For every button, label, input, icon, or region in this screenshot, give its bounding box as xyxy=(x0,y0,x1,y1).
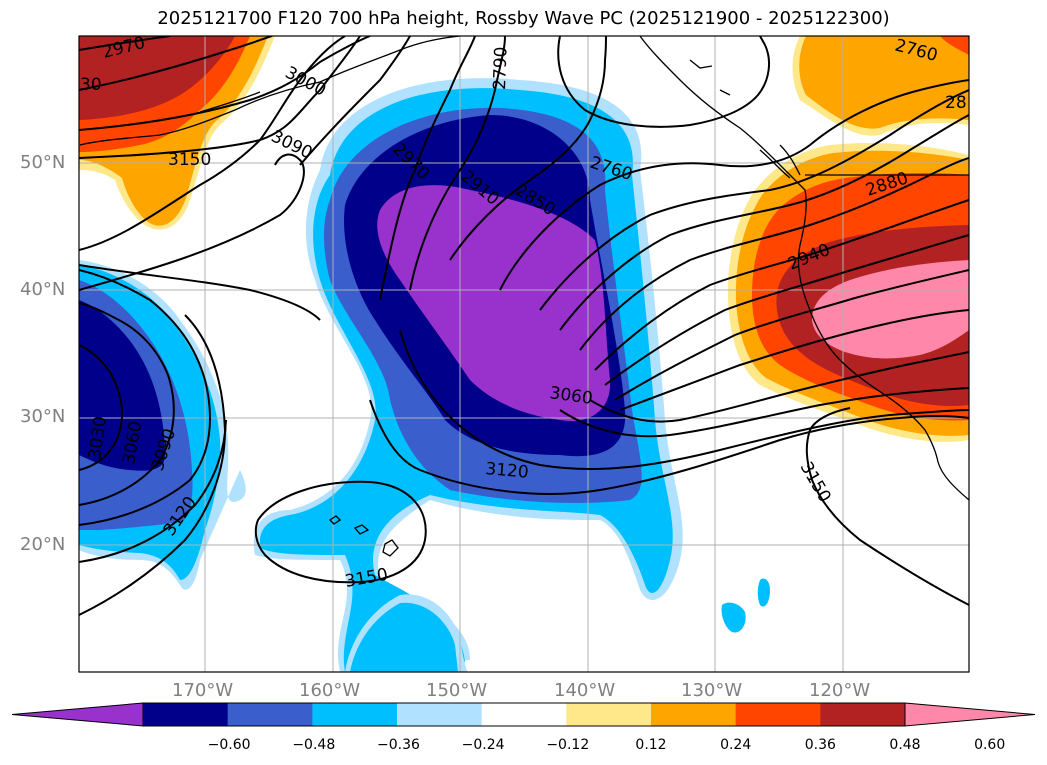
colorbar-tick-label: 0.60 xyxy=(974,737,1006,753)
lon-label-140w: 140°W xyxy=(554,680,616,701)
neg-anomaly-024-south xyxy=(350,602,458,672)
c3150a: 3150 xyxy=(168,150,211,170)
colorbar-block xyxy=(143,703,229,726)
colorbar-tick-label: −0.12 xyxy=(546,737,590,753)
colorbar-tick-label: −0.24 xyxy=(461,737,505,753)
lat-label-40n: 40°N xyxy=(20,279,66,300)
colorbar-tick-label: 0.12 xyxy=(635,737,667,753)
lon-label-150w: 150°W xyxy=(426,680,488,701)
colorbar-tick-label: 0.24 xyxy=(720,737,752,753)
colorbar-tick-label: 0.36 xyxy=(804,737,836,753)
lon-label-170w: 170°W xyxy=(172,680,234,701)
lon-label-130w: 130°W xyxy=(681,680,743,701)
c3120a: 3120 xyxy=(485,459,530,483)
coastlines xyxy=(79,36,969,557)
colorbar-tick-label: −0.60 xyxy=(207,737,251,753)
lon-label-160w: 160°W xyxy=(299,680,361,701)
colorbar-block xyxy=(312,703,398,726)
height-contours xyxy=(79,36,969,616)
neg-anomaly-024-spot2 xyxy=(757,578,770,607)
colorbar-extend-low xyxy=(11,702,144,727)
neg-anomaly-060 xyxy=(377,185,611,421)
pos-anomaly-024b-ne xyxy=(799,36,969,129)
map-title: 2025121700 F120 700 hPa height, Rossby W… xyxy=(157,8,890,29)
pos-anomaly-036-ne xyxy=(940,36,969,55)
lat-label-50n: 50°N xyxy=(20,152,66,173)
neg-anomaly-048-west xyxy=(79,300,165,471)
colorbar-extend-high xyxy=(904,702,1036,727)
colorbar-block xyxy=(397,703,483,726)
map-frame xyxy=(78,35,970,673)
neg-anomaly-024-spot1 xyxy=(721,602,746,633)
pos-anomaly-060-east xyxy=(812,260,969,359)
lat-label-20n: 20°N xyxy=(20,534,66,555)
lat-label-30n: 30°N xyxy=(20,406,66,427)
colorbar-block xyxy=(227,703,313,726)
colorbar-block xyxy=(820,703,906,726)
colorbar-block xyxy=(566,703,652,726)
colorbar-block xyxy=(651,703,737,726)
anomaly-shading xyxy=(79,36,969,672)
colorbar-tick-label: −0.48 xyxy=(292,737,336,753)
c3030a: 30 xyxy=(80,75,102,95)
c28: 28 xyxy=(945,93,967,113)
colorbar-tick-label: 0.48 xyxy=(889,737,921,753)
pos-anomaly-048-nw xyxy=(79,36,235,120)
c3090a: 3090 xyxy=(268,127,316,164)
c3150c: 3150 xyxy=(796,459,835,506)
c2790: 2790 xyxy=(490,46,511,90)
colorbar-block xyxy=(735,703,821,726)
colorbar-block xyxy=(481,703,567,726)
lon-label-120w: 120°W xyxy=(809,680,871,701)
colorbar-tick-label: −0.36 xyxy=(377,737,420,753)
colorbar xyxy=(11,702,1036,727)
